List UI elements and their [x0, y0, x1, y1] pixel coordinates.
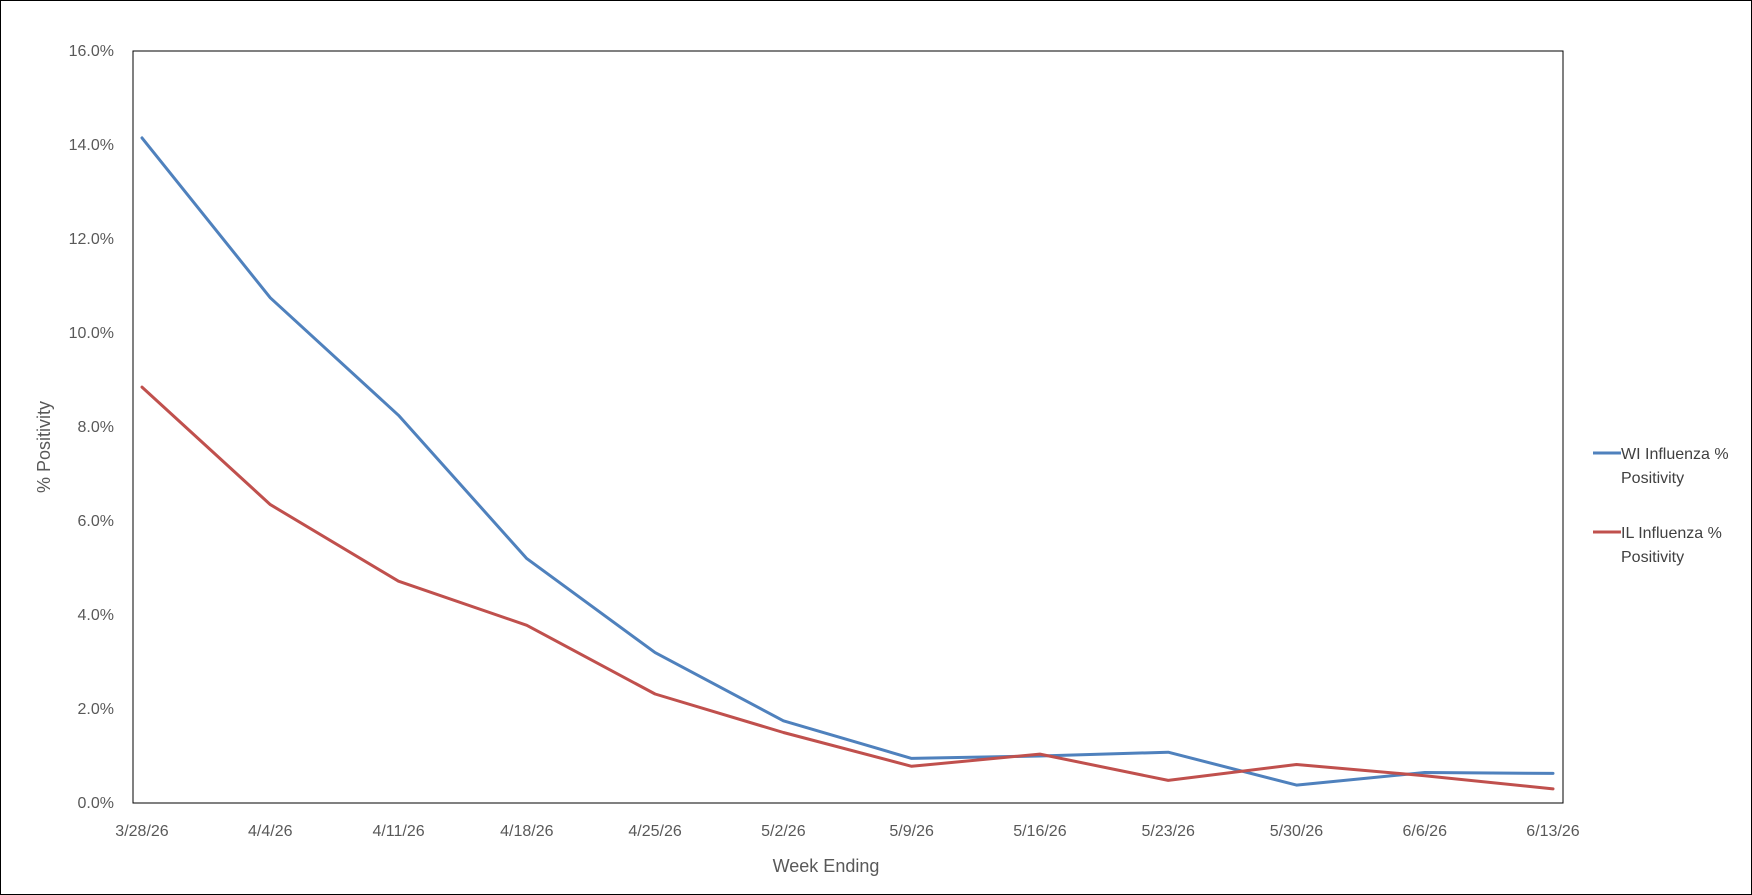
legend-item: WI Influenza % Positivity: [1593, 446, 1729, 487]
x-tick-label: 5/2/26: [761, 823, 806, 840]
y-tick-label: 14.0%: [69, 137, 114, 154]
y-tick-label: 4.0%: [78, 607, 114, 624]
legend: WI Influenza % Positivity IL Influenza % Po…: [1593, 446, 1729, 566]
y-tick-label: 8.0%: [78, 419, 114, 436]
y-tick-label: 12.0%: [69, 231, 114, 248]
x-tick-label: 4/25/26: [628, 823, 681, 840]
x-tick-label: 4/11/26: [372, 823, 424, 840]
x-tick-label: 6/13/26: [1526, 823, 1579, 840]
legend-item: IL Influenza % Positivity: [1593, 525, 1722, 566]
series-line-il: [140, 385, 1555, 791]
x-tick-label: 5/9/26: [889, 823, 934, 840]
legend-label-line2: Positivity: [1621, 549, 1684, 566]
y-tick-label: 10.0%: [69, 325, 114, 342]
x-axis-title: Week Ending: [773, 856, 880, 876]
y-axis-title: % Positivity: [34, 401, 54, 493]
x-tick-label: 5/16/26: [1013, 823, 1066, 840]
legend-label-line2: Positivity: [1621, 470, 1684, 487]
x-axis-tick-labels: 3/28/26 4/4/26 4/11/26 4/18/26 4/25/26 5/2/26…: [115, 823, 1579, 840]
series-lines: [140, 136, 1555, 791]
legend-label-line1: IL Influenza %: [1621, 525, 1722, 542]
x-tick-label: 3/28/26: [115, 823, 168, 840]
legend-label-line1: WI Influenza %: [1621, 446, 1729, 463]
y-tick-label: 2.0%: [78, 701, 114, 718]
y-axis-tick-labels: 0.0% 2.0% 4.0% 6.0% 8.0% 10.0% 12.0% 14.0% 16.0%: [69, 43, 114, 812]
x-tick-label: 4/4/26: [248, 823, 293, 840]
x-tick-label: 5/30/26: [1270, 823, 1323, 840]
x-tick-label: 6/6/26: [1402, 823, 1447, 840]
x-tick-label: 5/23/26: [1141, 823, 1194, 840]
y-tick-label: 16.0%: [69, 43, 114, 60]
x-tick-label: 4/18/26: [500, 823, 553, 840]
plot-area: [132, 50, 1564, 804]
y-tick-label: 6.0%: [78, 513, 114, 530]
series-line-wi: [140, 136, 1555, 787]
y-tick-label: 0.0%: [78, 795, 114, 812]
